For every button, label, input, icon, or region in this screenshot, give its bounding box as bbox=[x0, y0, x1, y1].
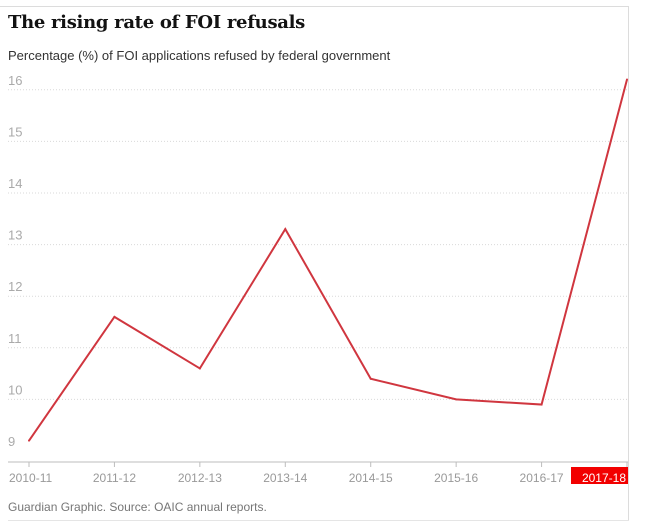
x-tick-label-2016-17: 2016-17 bbox=[520, 471, 564, 485]
y-tick-label-11: 11 bbox=[8, 331, 22, 346]
right-rule bbox=[628, 6, 629, 520]
y-tick-label-14: 14 bbox=[8, 176, 22, 191]
series-group bbox=[28, 78, 628, 442]
x-tick-label-2012-13: 2012-13 bbox=[178, 471, 222, 485]
y-tick-label-15: 15 bbox=[8, 124, 22, 139]
y-axis: 9 10 11 12 13 14 15 16 bbox=[8, 73, 22, 449]
data-point-2013-14 bbox=[284, 228, 287, 231]
x-tick-label-2011-12: 2011-12 bbox=[93, 471, 136, 485]
y-tick-label-12: 12 bbox=[8, 279, 22, 294]
y-tick-label-16: 16 bbox=[8, 73, 22, 88]
source-note: Guardian Graphic. Source: OAIC annual re… bbox=[8, 500, 267, 514]
data-point-2011-12 bbox=[113, 315, 116, 318]
chart-subtitle: Percentage (%) of FOI applications refus… bbox=[8, 48, 391, 63]
chart-title: The rising rate of FOI refusals bbox=[8, 12, 306, 33]
data-point-2016-17 bbox=[540, 403, 543, 406]
x-tick-label-2014-15: 2014-15 bbox=[349, 471, 393, 485]
gridlines bbox=[8, 89, 628, 400]
y-tick-label-13: 13 bbox=[8, 228, 22, 243]
top-rule bbox=[0, 6, 629, 7]
x-tick-label-2015-16: 2015-16 bbox=[434, 471, 478, 485]
x-tick-highlight-badge bbox=[571, 467, 628, 484]
x-tick-label-2013-14: 2013-14 bbox=[263, 471, 307, 485]
y-tick-label-10: 10 bbox=[8, 382, 22, 397]
data-point-2017-18 bbox=[626, 78, 628, 81]
data-point-2014-15 bbox=[369, 377, 372, 380]
data-point-2012-13 bbox=[198, 367, 201, 370]
data-point-2010-11 bbox=[28, 439, 30, 442]
x-tick-label-2017-18: 2017-18 bbox=[582, 471, 626, 485]
data-point-2015-16 bbox=[455, 398, 458, 401]
x-tick-label-2010-11: 2010-11 bbox=[9, 471, 52, 485]
x-axis: 2010-11 2011-12 2012-13 2013-14 2014-15 2015-… bbox=[8, 461, 628, 485]
series-line-0 bbox=[28, 79, 628, 442]
bottom-rule bbox=[8, 520, 629, 521]
y-tick-label-9: 9 bbox=[8, 434, 15, 449]
